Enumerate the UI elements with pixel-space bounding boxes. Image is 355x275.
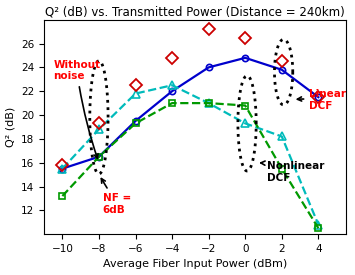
Title: Q² (dB) vs. Transmitted Power (Distance = 240km): Q² (dB) vs. Transmitted Power (Distance … <box>45 6 345 18</box>
Y-axis label: Q² (dB): Q² (dB) <box>6 107 16 147</box>
Text: Nonlinear
DCF: Nonlinear DCF <box>261 161 324 183</box>
X-axis label: Average Fiber Input Power (dBm): Average Fiber Input Power (dBm) <box>103 259 287 270</box>
Text: NF =
6dB: NF = 6dB <box>101 178 131 215</box>
Text: Linear
DCF: Linear DCF <box>297 89 346 111</box>
Text: Without
noise: Without noise <box>53 60 100 158</box>
